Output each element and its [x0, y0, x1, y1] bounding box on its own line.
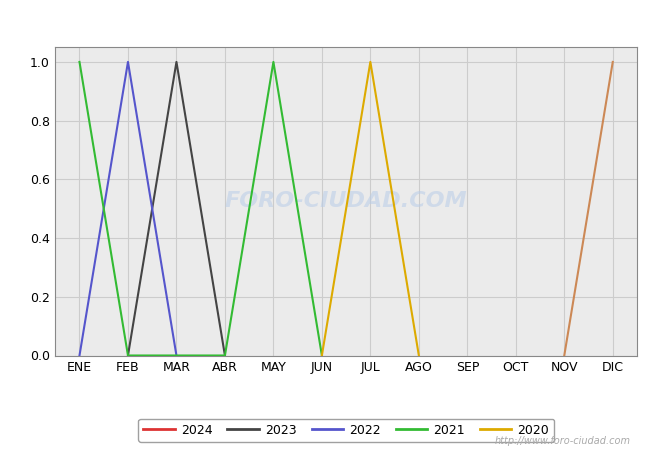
Text: http://www.foro-ciudad.com: http://www.foro-ciudad.com	[495, 436, 630, 446]
Text: FORO-CIUDAD.COM: FORO-CIUDAD.COM	[225, 191, 467, 212]
Legend: 2024, 2023, 2022, 2021, 2020: 2024, 2023, 2022, 2021, 2020	[138, 418, 554, 442]
Text: Matriculaciones de Vehiculos en Toril: Matriculaciones de Vehiculos en Toril	[172, 11, 478, 29]
